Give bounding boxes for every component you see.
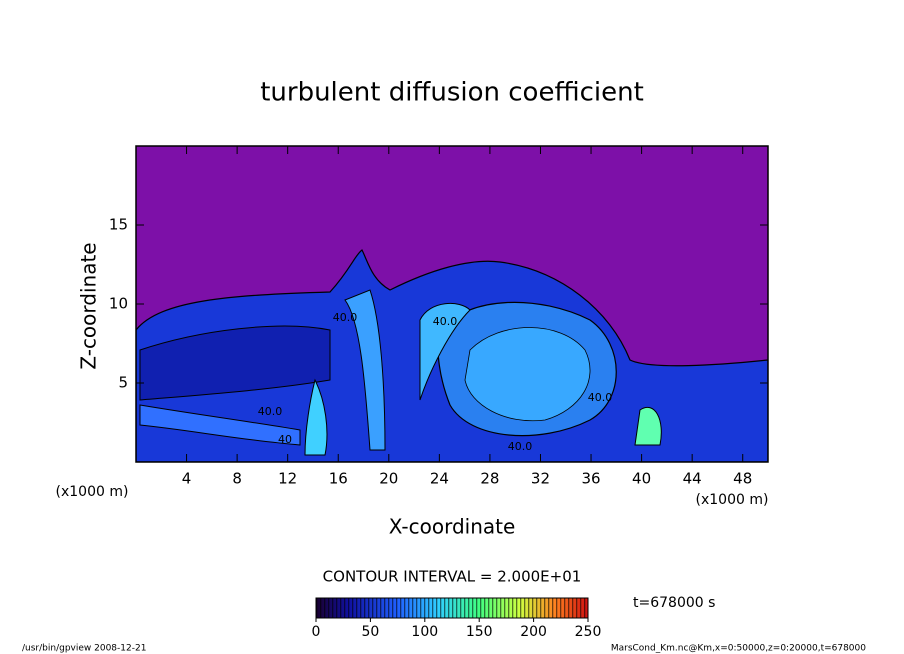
x-tick-label: 20: [379, 470, 398, 488]
field-region: [464, 327, 591, 422]
plot-area: 40.0 40 40.0 40.0 40.0 40.0: [136, 146, 768, 462]
field-region: [344, 289, 386, 451]
field-region: [634, 407, 662, 446]
colorbar-tick-label: 150: [466, 624, 493, 640]
x-tick-label: 12: [278, 470, 297, 488]
x-axis-unit: (x1000 m): [696, 492, 769, 508]
x-tick-label: 8: [232, 470, 242, 488]
y-tick-label: 5: [118, 374, 128, 392]
contour-label: 40.0: [508, 440, 533, 453]
x-tick-label: 48: [733, 470, 752, 488]
contour-label: 40: [278, 433, 292, 446]
x-tick-label: 36: [581, 470, 600, 488]
time-label: t=678000 s: [633, 595, 715, 611]
colorbar-tick-label: 100: [411, 624, 438, 640]
colorbar-tick-label: 250: [575, 624, 602, 640]
colorbar-frame: [315, 597, 589, 619]
colorbar-tick-label: 0: [312, 624, 321, 640]
x-tick-label: 16: [329, 470, 348, 488]
footer-right: MarsCond_Km.nc@Km,x=0:50000,z=0:20000,t=…: [611, 644, 866, 654]
contour-label: 40.0: [588, 391, 613, 404]
y-axis-label: Z-coordinate: [77, 242, 101, 369]
y-tick-label: 15: [109, 216, 128, 234]
x-tick-label: 24: [430, 470, 449, 488]
colorbar-contours: [316, 598, 588, 618]
contour-label: 40.0: [433, 315, 458, 328]
x-tick-label: 44: [683, 470, 702, 488]
contour-label: 40.0: [258, 405, 283, 418]
field-region: [304, 378, 328, 456]
x-tick-label: 4: [182, 470, 192, 488]
x-axis-label: X-coordinate: [389, 515, 516, 539]
colorbar-tick-label: 50: [361, 624, 379, 640]
footer-left: /usr/bin/gpview 2008-12-21: [22, 644, 146, 654]
field-region: [139, 404, 301, 446]
chart-title: turbulent diffusion coefficient: [260, 78, 644, 108]
contour-label: 40.0: [333, 311, 358, 324]
x-tick-label: 40: [632, 470, 651, 488]
x-tick-label: 28: [480, 470, 499, 488]
x-tick-label: 32: [531, 470, 550, 488]
field-region: [139, 325, 331, 401]
contour-interval: CONTOUR INTERVAL = 2.000E+01: [323, 568, 582, 586]
field-region: [419, 302, 471, 401]
y-axis-unit: (x1000 m): [56, 484, 129, 500]
y-tick-label: 10: [109, 295, 128, 313]
colorbar-tick-label: 200: [520, 624, 547, 640]
